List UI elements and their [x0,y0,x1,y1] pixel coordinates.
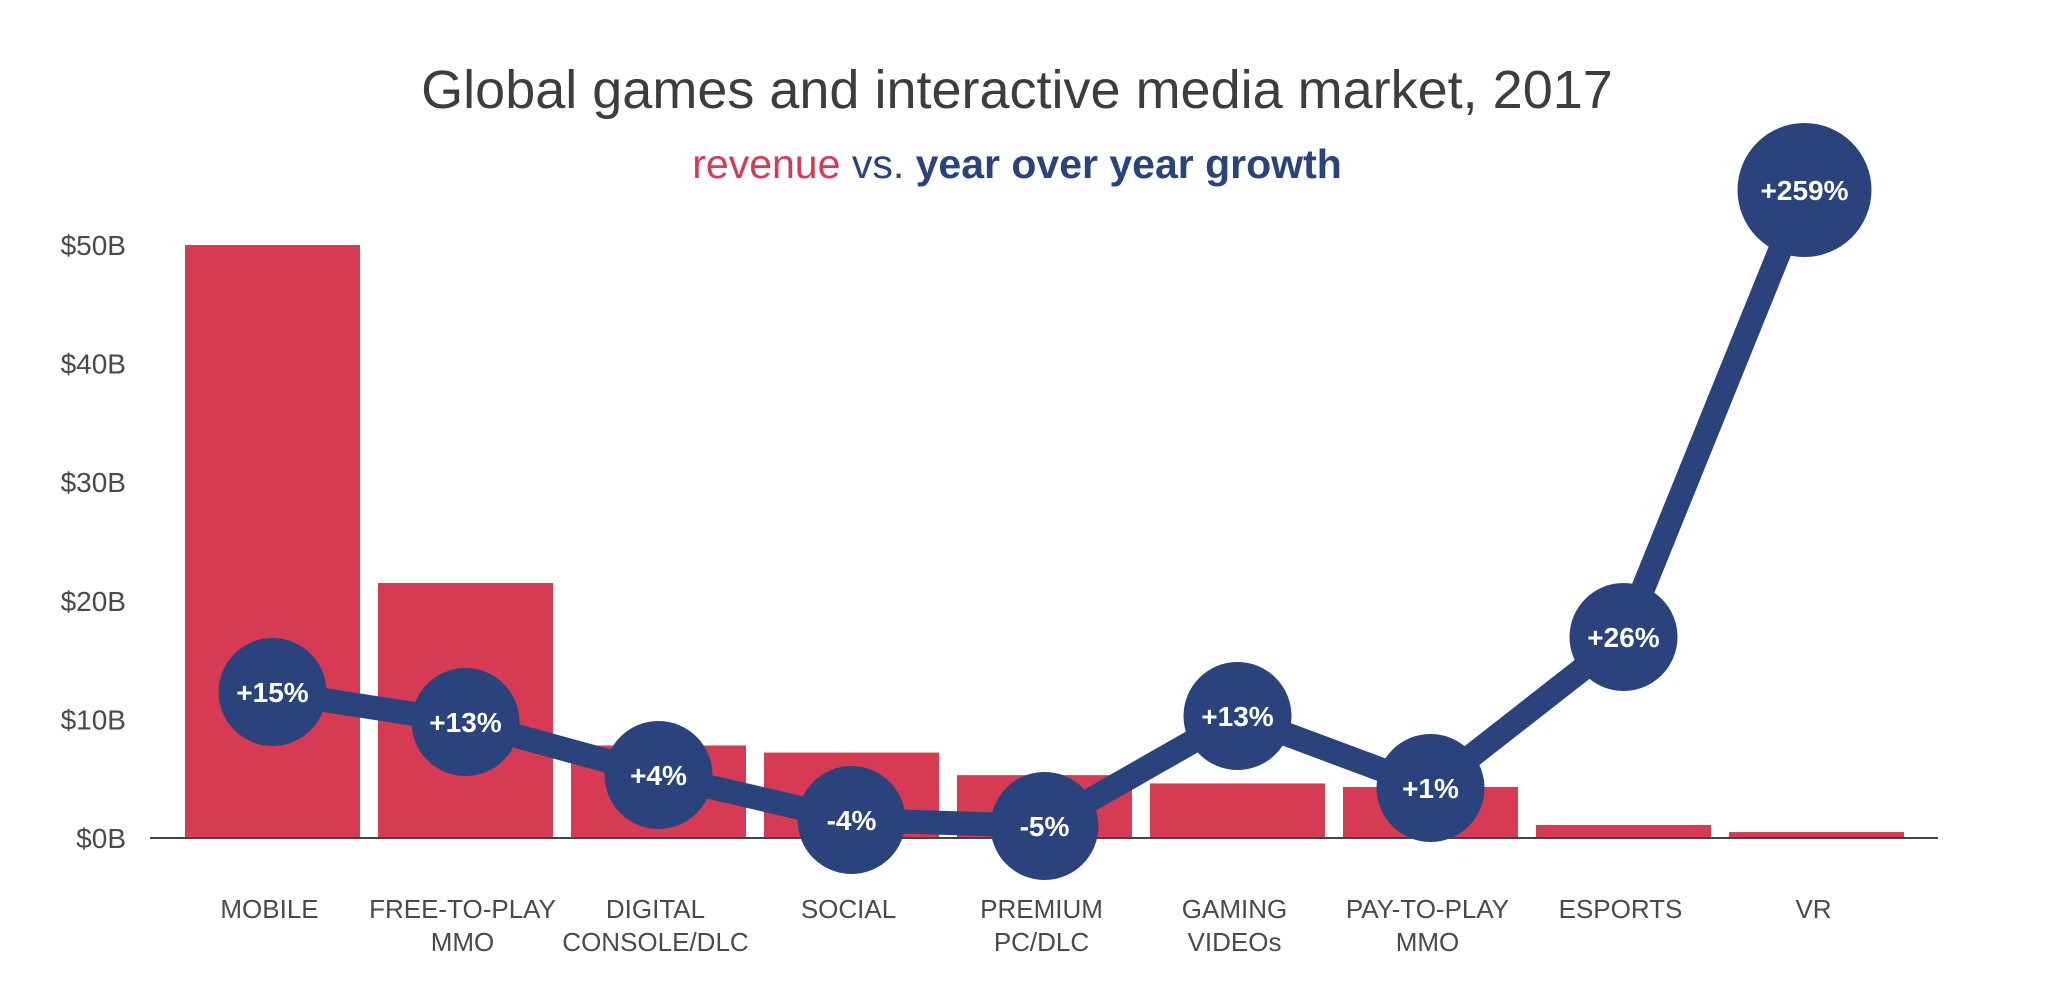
growth-bubble [1376,734,1485,842]
x-tick-label: PREMIUM PC/DLC [980,894,1103,957]
y-tick-label: $50B [61,230,126,261]
growth-label: +13% [1201,701,1273,732]
x-tick-label: VR [1795,894,1831,924]
growth-bubble [1183,662,1292,770]
x-tick-label: PAY-TO-PLAY MMO [1346,894,1509,957]
growth-bubble [411,668,520,776]
y-axis: $0B $10B $20B $30B $40B $50B [61,230,126,854]
growth-label: +1% [1402,773,1459,804]
x-tick-label: MOBILE [220,894,318,924]
chart-subtitle: revenue vs. year over year growth [692,141,1342,187]
revenue-bar [1150,783,1325,838]
growth-label: -4% [827,805,877,836]
y-tick-label: $10B [61,704,126,735]
x-tick-label: GAMING VIDEOs [1182,894,1287,957]
revenue-bar [185,245,360,838]
growth-bubble [1569,583,1678,691]
y-tick-label: $0B [76,823,126,854]
chart-title: Global games and interactive media marke… [421,60,1613,120]
x-tick-label: SOCIAL [801,894,896,924]
revenue-bar [1729,832,1904,838]
growth-label: +13% [429,707,501,738]
y-tick-label: $20B [61,586,126,617]
x-tick-label: DIGITAL CONSOLE/DLC [562,894,748,957]
y-tick-label: $40B [61,349,126,380]
x-tick-label: FREE-TO-PLAY MMO [369,894,556,957]
growth-bubble [604,721,713,829]
growth-bubble [1737,123,1872,257]
growth-label: -5% [1020,811,1070,842]
revenue-bar [1536,824,1711,838]
growth-label: +15% [236,677,308,708]
subtitle-revenue: revenue [692,141,840,187]
growth-series: +15% +13% +4% -4% -5% +13% +1% +26% +259% [218,123,1872,880]
subtitle-vs: vs. [852,141,904,187]
growth-bubble [990,772,1099,880]
subtitle-growth: year over year growth [916,141,1342,187]
growth-label: +259% [1761,175,1849,206]
y-tick-label: $30B [61,467,126,498]
growth-bubble [797,766,906,874]
growth-label: +4% [630,760,687,791]
growth-label: +26% [1587,622,1659,653]
growth-bubble [218,638,327,746]
x-tick-label: ESPORTS [1559,894,1683,924]
